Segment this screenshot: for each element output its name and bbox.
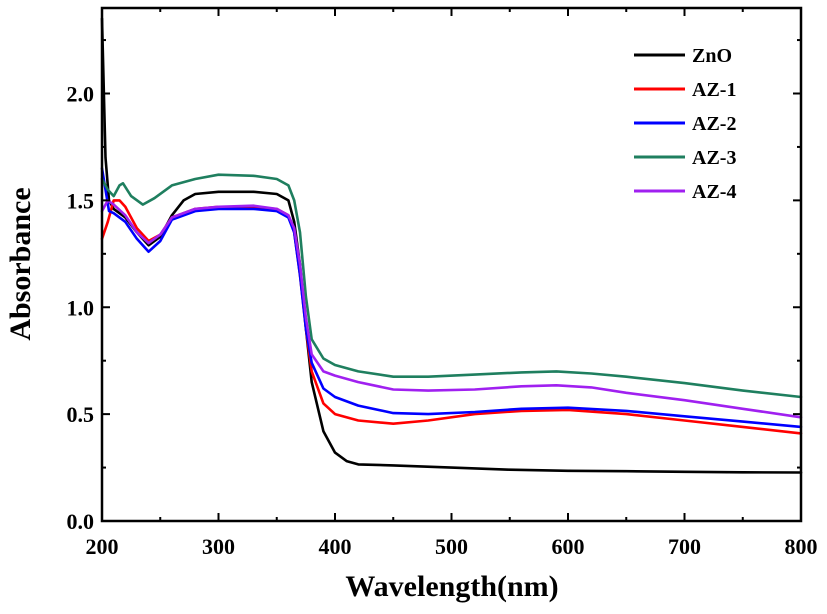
- legend-label-az-1: AZ-1: [692, 79, 736, 101]
- legend: ZnO AZ-1 AZ-2 AZ-3 AZ-4: [634, 45, 736, 203]
- x-tick-label: 200: [86, 534, 119, 559]
- tick-labels: 200 300 400 500 600 700 800 0.0 0.5 1.0 1.5 2.0: [67, 82, 818, 560]
- x-tick-label: 400: [319, 534, 352, 559]
- y-tick-label: 1.5: [67, 188, 95, 213]
- y-tick-label: 2.0: [67, 82, 95, 107]
- series-lines: [100, 17, 803, 474]
- x-tick-label: 300: [202, 534, 235, 559]
- x-tick-label: 700: [668, 534, 701, 559]
- legend-label-az-3: AZ-3: [692, 147, 736, 169]
- series-line-az-1: [100, 199, 803, 435]
- y-axis-title: Absorbance: [4, 187, 37, 340]
- y-tick-label: 0.5: [67, 402, 95, 427]
- y-tick-label: 1.0: [67, 295, 95, 320]
- legend-label-zno: ZnO: [692, 45, 732, 67]
- series-line-az-4: [100, 199, 803, 419]
- x-tick-label: 600: [552, 534, 585, 559]
- legend-label-az-2: AZ-2: [692, 113, 736, 135]
- x-tick-label: 800: [785, 534, 818, 559]
- y-tick-label: 0.0: [67, 509, 95, 534]
- x-axis-title: Wavelength(nm): [345, 570, 558, 603]
- x-tick-label: 500: [435, 534, 468, 559]
- axis-ticks: [101, 8, 802, 522]
- series-line-az-3: [100, 173, 803, 399]
- legend-label-az-4: AZ-4: [692, 181, 736, 203]
